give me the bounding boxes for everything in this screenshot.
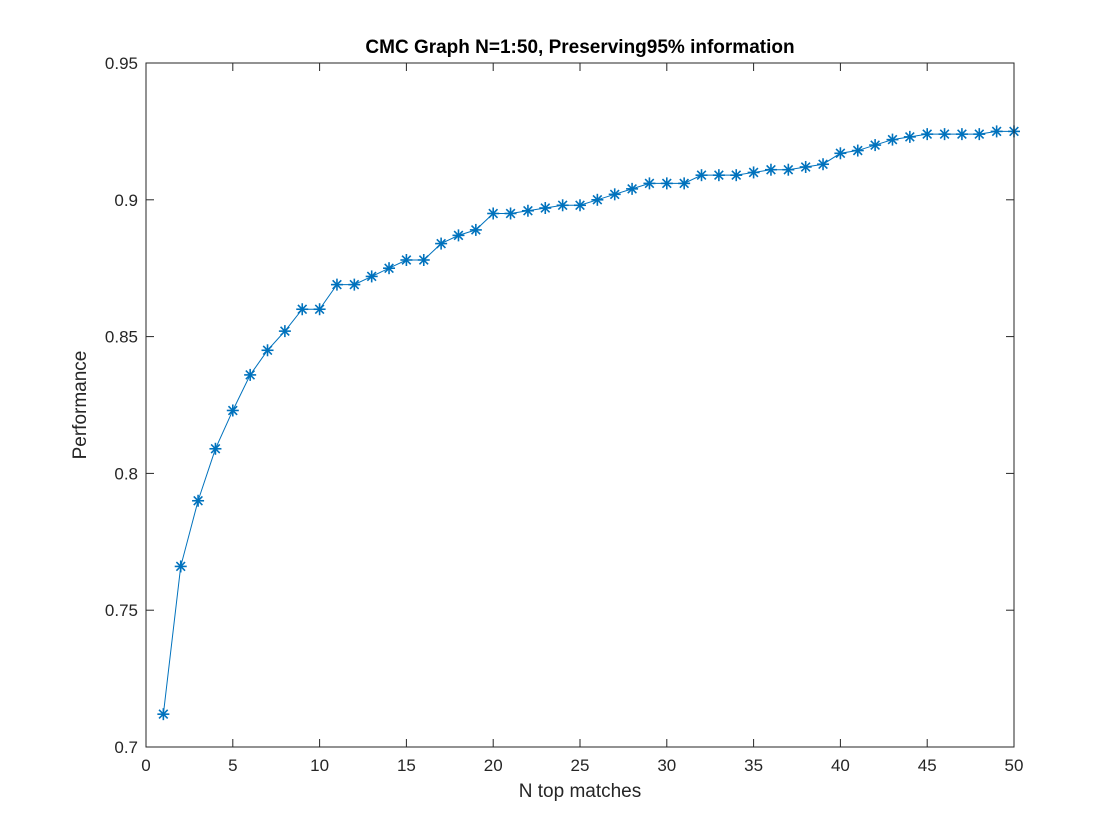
- data-point-marker: [209, 442, 222, 455]
- x-tick-label: 15: [397, 756, 416, 775]
- data-point-marker: [817, 158, 830, 171]
- data-point-marker: [365, 270, 378, 283]
- data-point-marker: [695, 169, 708, 182]
- data-point-marker: [574, 199, 586, 212]
- data-point-marker: [400, 253, 413, 266]
- data-point-marker: [383, 262, 396, 275]
- y-tick-label: 0.85: [105, 328, 138, 347]
- data-point-marker: [192, 494, 205, 507]
- data-point-marker: [712, 169, 725, 182]
- x-tick-label: 25: [571, 756, 590, 775]
- data-point-marker: [747, 166, 760, 179]
- x-tick-label: 0: [141, 756, 150, 775]
- data-point-marker: [330, 278, 343, 291]
- data-point-marker: [226, 404, 239, 417]
- x-tick-label: 40: [831, 756, 850, 775]
- data-point-marker: [730, 169, 743, 182]
- data-point-marker: [296, 303, 309, 316]
- data-point-marker: [504, 207, 517, 220]
- x-tick-label: 30: [657, 756, 676, 775]
- y-tick-label: 0.75: [105, 601, 138, 620]
- data-point-marker: [157, 708, 170, 721]
- data-point-marker: [278, 325, 291, 338]
- data-point-marker: [452, 229, 465, 242]
- data-point-marker: [608, 188, 621, 201]
- x-tick-label: 10: [310, 756, 329, 775]
- x-tick-label: 35: [744, 756, 763, 775]
- data-point-marker: [313, 303, 326, 316]
- y-tick-label: 0.7: [114, 738, 138, 757]
- data-point-marker: [261, 344, 274, 357]
- x-tick-label: 5: [228, 756, 237, 775]
- plot-area: [146, 63, 1014, 747]
- data-point-marker: [903, 130, 916, 143]
- series-layer: [157, 125, 1020, 721]
- data-point-marker: [869, 139, 882, 152]
- data-point-marker: [626, 182, 639, 195]
- x-tick-label: 20: [484, 756, 503, 775]
- x-axis-label: N top matches: [519, 781, 642, 802]
- plot-border: [145, 62, 1015, 748]
- ticks-layer: 0 5 10 15 20 25 30 35 40 45 50 0.7 0.75 0.8 0.85 0.9 0.9…: [105, 54, 1024, 775]
- data-point-marker: [417, 253, 430, 266]
- data-point-marker: [782, 163, 795, 176]
- x-tick-label: 45: [918, 756, 937, 775]
- data-point-marker: [539, 202, 552, 215]
- data-point-marker: [521, 204, 534, 217]
- data-point-marker: [643, 177, 656, 190]
- y-tick-label: 0.9: [114, 191, 138, 210]
- data-point-marker: [764, 163, 777, 176]
- data-point-marker: [487, 207, 500, 220]
- data-point-marker: [990, 125, 1003, 138]
- data-point-marker: [435, 237, 448, 250]
- data-point-marker: [834, 147, 847, 160]
- data-point-marker: [973, 128, 986, 141]
- data-point-marker: [921, 128, 934, 141]
- data-point-marker: [174, 560, 187, 573]
- data-point-marker: [660, 177, 673, 190]
- y-tick-label: 0.8: [114, 464, 138, 483]
- data-point-marker: [886, 133, 899, 146]
- data-point-marker: [851, 144, 864, 157]
- data-point-marker: [799, 160, 812, 173]
- data-point-marker: [556, 199, 569, 212]
- y-axis-label: Performance: [70, 351, 91, 460]
- data-point-marker: [348, 278, 361, 291]
- data-point-marker: [955, 128, 968, 141]
- data-point-marker: [244, 368, 257, 381]
- x-tick-label: 50: [1005, 756, 1024, 775]
- y-tick-label: 0.95: [105, 54, 138, 73]
- data-point-marker: [678, 177, 691, 190]
- data-point-marker: [938, 128, 951, 141]
- data-point-marker: [469, 223, 482, 236]
- data-point-marker: [591, 193, 604, 206]
- chart-title: CMC Graph N=1:50, Preserving95% informat…: [365, 37, 794, 58]
